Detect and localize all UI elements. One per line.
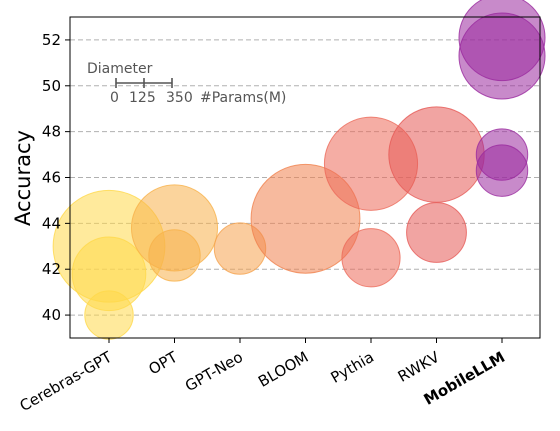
bubble-mobilellm-14 (475, 144, 529, 197)
x-axis-ticks: Cerebras-GPT OPT GPT-Neo BLOOM Pythia RWKVMob… (17, 338, 508, 415)
bubble-bloom-6 (250, 163, 361, 274)
size-legend-label-125: 125 (129, 90, 156, 106)
bubble-rwkv-9 (388, 106, 485, 203)
y-tick-label-42: 42 (42, 260, 61, 278)
x-tick-label-bloom: BLOOM (255, 348, 311, 391)
x-tick-label-rwkv: RWKV (395, 348, 443, 386)
y-tick-label-48: 48 (42, 123, 61, 141)
size-legend-title: Diameter (87, 61, 153, 77)
bubble-opt-4 (148, 229, 201, 282)
y-axis-ticks: 40 42 44 46 48 50 52 (42, 31, 70, 324)
bubble-mobilellm-12 (458, 12, 546, 100)
y-tick-label-40: 40 (42, 306, 61, 324)
bubble-pythia-8 (341, 228, 401, 288)
x-tick-label-gpt-neo: GPT-Neo (182, 348, 246, 395)
y-axis-label: Accuracy (11, 130, 35, 226)
y-tick-label-46: 46 (42, 169, 61, 187)
bubble-rwkv-10 (406, 202, 467, 263)
y-tick-label-50: 50 (42, 77, 61, 95)
y-tick-label-44: 44 (42, 214, 61, 232)
y-tick-label-52: 52 (42, 31, 61, 49)
x-tick-label-cerebras-gpt: Cerebras-GPT (17, 347, 116, 415)
size-legend-label-350: 350 (166, 90, 193, 106)
bubble-cerebras-gpt-2 (84, 290, 134, 340)
size-legend-label-0: 0 (110, 90, 119, 106)
bubbles (52, 0, 546, 340)
x-tick-label-opt: OPT (146, 347, 182, 378)
size-legend-unit: #Params(M) (200, 90, 286, 106)
size-legend: Diameter 0 125 350 #Params(M) (87, 61, 286, 106)
x-tick-label-pythia: Pythia (328, 348, 377, 387)
